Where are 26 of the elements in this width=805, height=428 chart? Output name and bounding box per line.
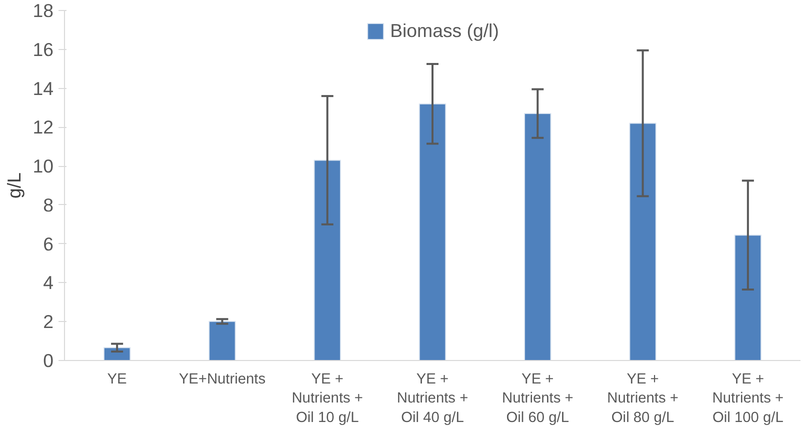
y-tick-label: 16 — [32, 38, 54, 60]
y-tick-label: 8 — [43, 194, 54, 216]
y-tick-label: 0 — [43, 350, 54, 371]
y-tick-label: 14 — [32, 78, 54, 99]
bar — [208, 320, 236, 360]
y-tick-label: 12 — [32, 116, 54, 138]
y-tick-label: 10 — [32, 156, 54, 177]
bar — [629, 122, 656, 360]
x-tick-label: YE — [107, 372, 128, 388]
y-axis-title: g/L — [4, 172, 25, 198]
bar — [418, 103, 446, 360]
x-tick-label: YE + Nutrients + Oil 100 g/L — [712, 372, 784, 426]
y-tick-label: 2 — [43, 311, 54, 332]
y-tick-label: 6 — [43, 233, 54, 254]
bar — [103, 347, 131, 360]
legend-label: Biomass (g/l) — [390, 20, 499, 42]
x-tick-label: YE+Nutrients — [178, 372, 266, 388]
x-tick-label: YE + Nutrients + Oil 60 g/L — [502, 372, 574, 426]
x-tick-label: YE + Nutrients + Oil 80 g/L — [607, 372, 678, 426]
y-tick-label: 18 — [32, 0, 54, 21]
bar — [734, 234, 762, 360]
x-tick-label: YE + Nutrients + Oil 40 g/L — [396, 372, 468, 426]
bar — [314, 160, 341, 360]
x-tick-label: YE + Nutrients + Oil 10 g/L — [292, 372, 363, 426]
y-tick-label: 4 — [43, 272, 54, 294]
bar — [524, 113, 552, 360]
